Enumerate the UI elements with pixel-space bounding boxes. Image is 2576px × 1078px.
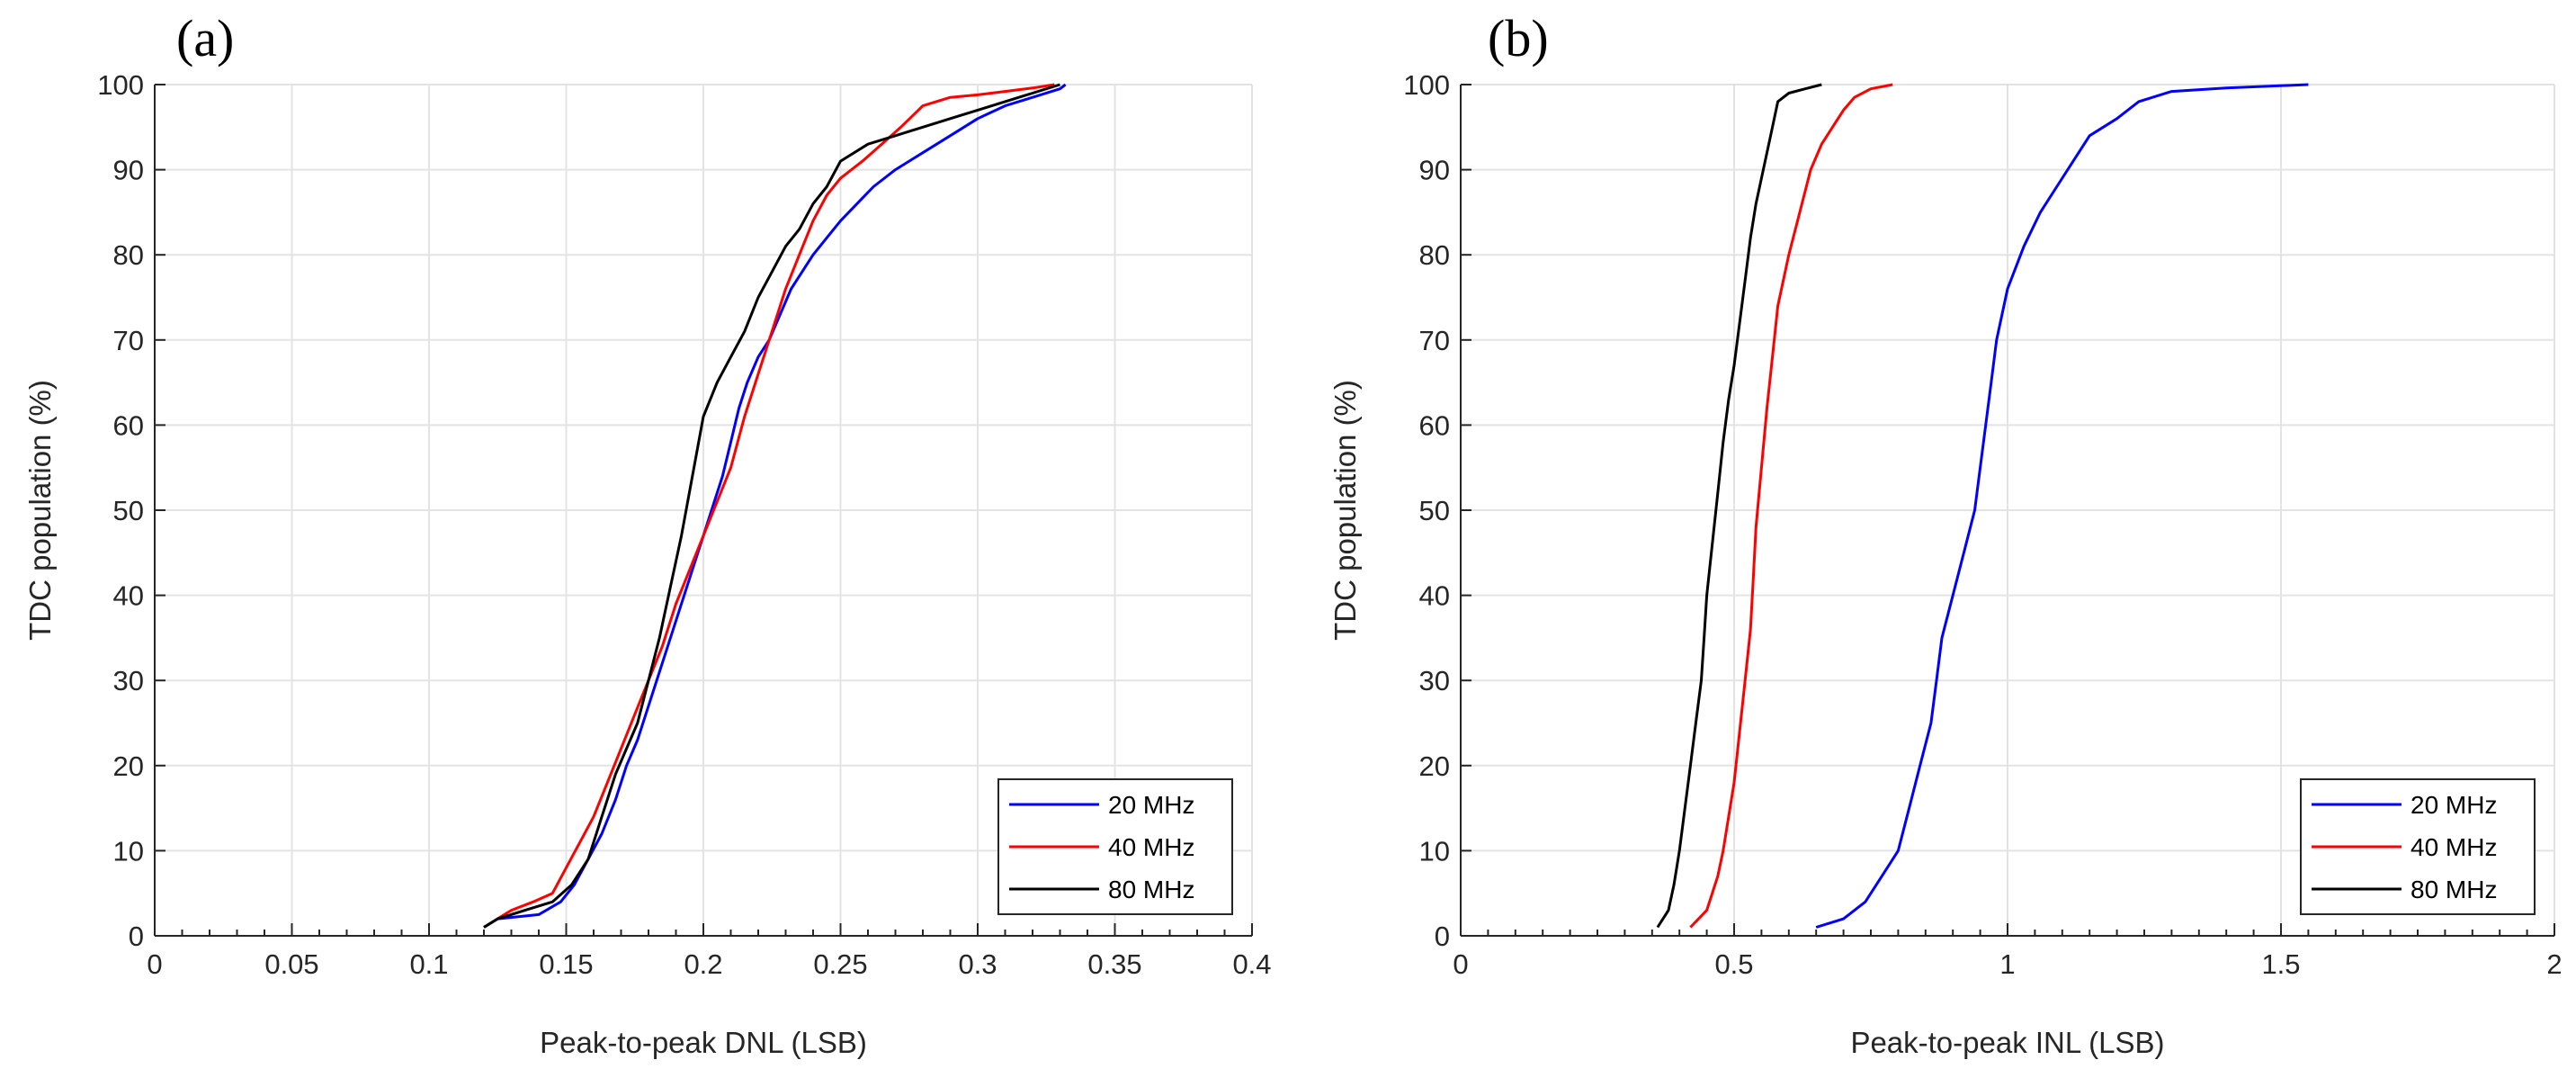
panel-label: (a) bbox=[176, 9, 234, 67]
x-tick-label: 0.15 bbox=[539, 948, 593, 980]
y-tick-label: 10 bbox=[113, 835, 144, 867]
series-line-40-mhz bbox=[1689, 83, 1893, 929]
x-tick-label: 0.4 bbox=[1232, 948, 1271, 980]
series-line-80-mhz bbox=[1656, 83, 1822, 929]
y-tick-label: 70 bbox=[1419, 325, 1450, 356]
y-tick-label: 40 bbox=[113, 580, 144, 612]
chart-panel-a: (a) 0 0.05 0.1 0.15 0.2 0.25 0.3 0.35 0.4 0 10 20 30 4… bbox=[23, 9, 1272, 1059]
y-tick-label: 20 bbox=[1419, 750, 1450, 782]
x-tick-label: 0.2 bbox=[684, 948, 722, 980]
x-tick-label: 1 bbox=[1999, 948, 2015, 980]
y-tick-label: 60 bbox=[1419, 409, 1450, 441]
x-tick-label: 0.05 bbox=[264, 948, 318, 980]
y-axis-label: TDC population (%) bbox=[1328, 380, 1362, 641]
legend-label: 20 MHz bbox=[1108, 791, 1194, 819]
panel-label: (b) bbox=[1488, 9, 1549, 67]
y-tick-label: 0 bbox=[1435, 921, 1450, 952]
x-tick-label: 0.3 bbox=[958, 948, 997, 980]
y-tick-label: 100 bbox=[97, 69, 144, 101]
chart-panel-b: (b)0 0.5 1 1.5 20102030405060708090100Peak-t… bbox=[1328, 9, 2563, 1059]
y-tick-label: 60 bbox=[113, 409, 144, 441]
y-tick-label: 70 bbox=[113, 325, 144, 356]
y-tick-label: 30 bbox=[113, 665, 144, 696]
x-axis-label: Peak-to-peak INL (LSB) bbox=[1850, 1026, 2164, 1059]
y-tick-label: 20 bbox=[113, 750, 144, 782]
x-tick-label: 1.5 bbox=[2261, 948, 2300, 980]
series-line-20-mhz bbox=[1815, 83, 2309, 929]
y-tick-label: 90 bbox=[113, 155, 144, 186]
x-tick-label: 0.25 bbox=[813, 948, 867, 980]
y-tick-label: 0 bbox=[129, 921, 144, 952]
legend-label: 80 MHz bbox=[2411, 876, 2497, 903]
y-tick-label: 10 bbox=[1419, 835, 1450, 867]
x-tick-label: 0.1 bbox=[409, 948, 448, 980]
series-line-40-mhz bbox=[483, 83, 1055, 929]
x-tick-label: 0.5 bbox=[1714, 948, 1753, 980]
x-tick-label: 2 bbox=[2546, 948, 2562, 980]
legend-label: 80 MHz bbox=[1108, 876, 1194, 903]
x-axis-label: Peak-to-peak DNL (LSB) bbox=[540, 1026, 867, 1059]
y-tick-label: 40 bbox=[1419, 580, 1450, 612]
series-line-20-mhz bbox=[483, 83, 1067, 929]
legend-label: 40 MHz bbox=[2411, 833, 2497, 861]
legend-label: 40 MHz bbox=[1108, 833, 1194, 861]
y-tick-label: 50 bbox=[113, 495, 144, 526]
y-tick-label: 30 bbox=[1419, 665, 1450, 696]
y-tick-label: 90 bbox=[1419, 155, 1450, 186]
x-tick-label: 0 bbox=[1453, 948, 1468, 980]
x-tick-label: 0 bbox=[147, 948, 162, 980]
y-tick-label: 80 bbox=[113, 239, 144, 271]
series-line-80-mhz bbox=[483, 83, 1060, 929]
y-tick-label: 50 bbox=[1419, 495, 1450, 526]
y-tick-label: 80 bbox=[1419, 239, 1450, 271]
legend-label: 20 MHz bbox=[2411, 791, 2497, 819]
y-tick-label: 100 bbox=[1403, 69, 1450, 101]
x-tick-label: 0.35 bbox=[1087, 948, 1141, 980]
y-axis-label: TDC population (%) bbox=[23, 380, 57, 641]
